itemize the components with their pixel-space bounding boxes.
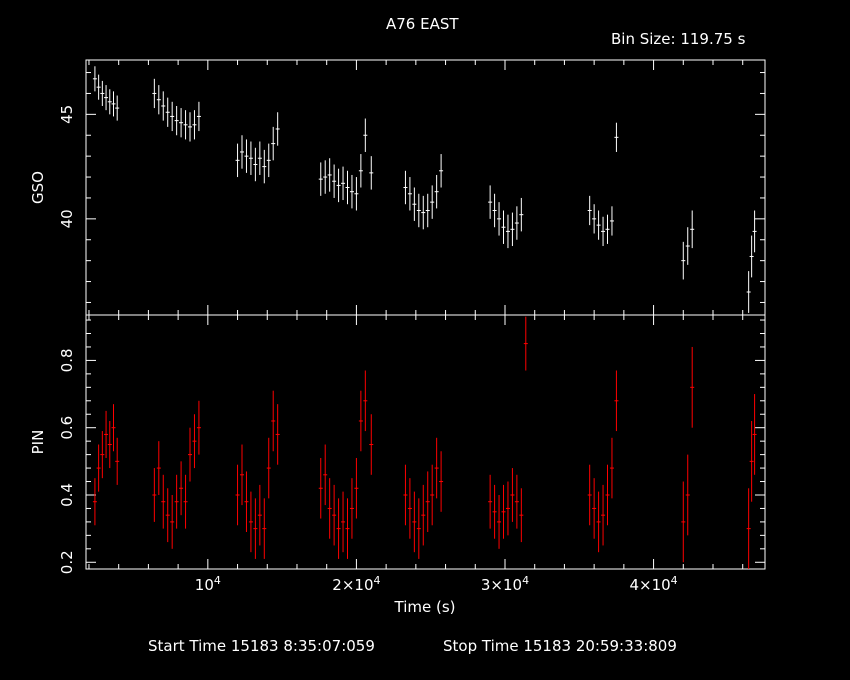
y-tick-label-pin: 0.8 xyxy=(58,348,76,372)
y-tick-label-pin: 0.2 xyxy=(58,550,76,574)
x-tick-label: 104 xyxy=(195,574,221,594)
y-axis-label-pin: PIN xyxy=(29,430,47,455)
y-tick-label-pin: 0.4 xyxy=(58,483,76,507)
y-tick-label-gso: 45 xyxy=(58,105,76,124)
y-tick-label-pin: 0.6 xyxy=(58,416,76,440)
y-tick-label-gso: 40 xyxy=(58,209,76,228)
chart-title: A76 EAST xyxy=(386,15,459,33)
footer-start-time: Start Time 15183 8:35:07:059 xyxy=(148,637,375,655)
x-tick-label: 3×104 xyxy=(481,574,529,594)
y-axis-label-gso: GSO xyxy=(29,171,47,204)
x-tick-label: 4×104 xyxy=(629,574,677,594)
panel-pin-frame xyxy=(85,314,766,570)
panel-gso-frame xyxy=(85,59,766,316)
footer-stop-time: Stop Time 15183 20:59:33:809 xyxy=(443,637,677,655)
bin-size-label: Bin Size: 119.75 s xyxy=(611,30,746,48)
x-axis-label: Time (s) xyxy=(394,598,456,616)
x-tick-label: 2×104 xyxy=(332,574,380,594)
